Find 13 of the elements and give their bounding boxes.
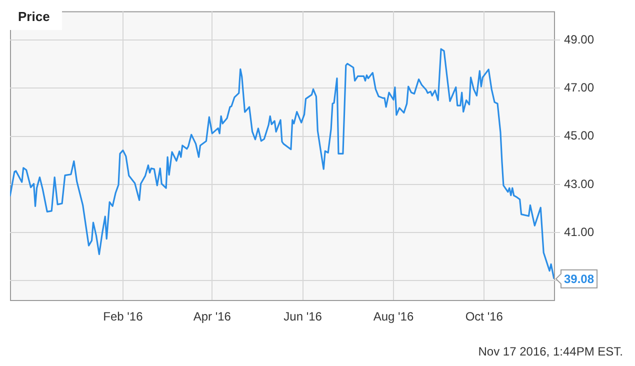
y-tick-label: 41.00 (564, 224, 594, 239)
x-tick-label: Apr '16 (193, 310, 232, 324)
x-tick-label: Oct '16 (465, 310, 504, 324)
y-tick-label: 45.00 (564, 128, 594, 143)
y-tick-label: 43.00 (564, 176, 594, 191)
y-tick-label: 49.00 (564, 32, 594, 46)
chart-title: Price (10, 3, 62, 30)
text: Nov 17 2016, 1:44PM EST. (478, 344, 623, 358)
data-label: 39.08 (564, 272, 594, 286)
x-tick-label: Feb '16 (103, 310, 144, 324)
x-tick-label: Aug '16 (373, 310, 414, 324)
y-tick-label: 47.00 (564, 80, 594, 95)
x-tick-label: Jun '16 (284, 310, 322, 324)
